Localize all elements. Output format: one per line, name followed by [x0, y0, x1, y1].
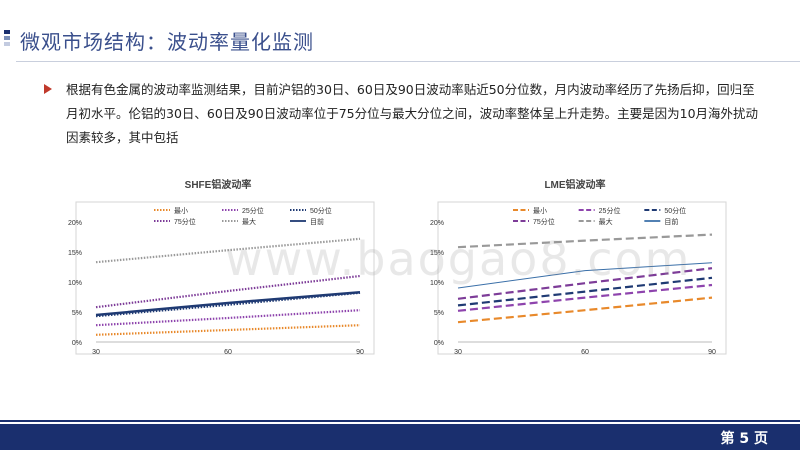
lme-ytick-label: 10%	[430, 280, 444, 287]
lme-plot-frame	[437, 201, 727, 355]
arrow-bullet-icon	[44, 84, 52, 94]
lme-series-line	[457, 267, 713, 300]
title-accent	[4, 30, 10, 48]
lme-series-line	[457, 262, 713, 289]
footer-bar: 第 5 页	[0, 424, 800, 450]
shfe-xtick-label: 60	[224, 349, 232, 356]
lme-legend-label: 最大	[599, 217, 613, 226]
shfe-title: SHFE铝波动率	[185, 178, 252, 191]
footer-rule	[0, 420, 800, 422]
lme-ytick-label: 20%	[430, 220, 444, 227]
shfe-legend-label: 最大	[242, 217, 256, 226]
lme-series-line	[457, 283, 713, 312]
title-bar: 微观市场结构：波动率量化监测	[0, 18, 800, 62]
lme-ytick-label: 0%	[434, 340, 444, 347]
shfe-legend-label: 25分位	[242, 206, 264, 215]
lme-legend-label: 25分位	[599, 206, 621, 215]
lme-volatility-chart: LME铝波动率 0% 5% 10% 15% 20% 30 60 90 最小 25分位 50分位 75分位…	[430, 178, 727, 356]
lme-title: LME铝波动率	[544, 178, 605, 191]
shfe-plot-frame	[75, 201, 375, 355]
lme-ytick-label: 15%	[430, 250, 444, 257]
shfe-series-line	[95, 274, 361, 309]
bullet-paragraph: 根据有色金属的波动率监测结果，目前沪铝的30日、60日及90日波动率贴近50分位…	[44, 78, 764, 150]
shfe-ytick-label: 5%	[72, 310, 82, 317]
lme-ytick-label: 5%	[434, 310, 444, 317]
lme-xtick-label: 60	[581, 349, 589, 356]
shfe-series-line	[95, 324, 361, 336]
shfe-ytick-label: 0%	[72, 340, 82, 347]
lme-xtick-label: 30	[454, 349, 462, 356]
shfe-ytick-label: 10%	[68, 280, 82, 287]
shfe-series-line	[95, 309, 361, 327]
lme-xtick-label: 90	[708, 349, 716, 356]
lme-legend-label: 最小	[533, 206, 547, 215]
shfe-series-line	[95, 237, 361, 264]
shfe-xtick-label: 90	[356, 349, 364, 356]
shfe-legend-label: 50分位	[310, 206, 332, 215]
shfe-volatility-chart: SHFE铝波动率 0% 5% 10% 15% 20% 30 60 90 最小 25分位 50分位 75分…	[68, 178, 375, 356]
shfe-series-line	[95, 290, 361, 317]
lme-legend-label: 目前	[664, 217, 678, 226]
lme-legend-label: 75分位	[533, 217, 555, 226]
lme-legend-label: 50分位	[664, 206, 686, 215]
page-number: 第 5 页	[720, 431, 769, 447]
shfe-xtick-label: 30	[92, 349, 100, 356]
page-title: 微观市场结构：波动率量化监测	[20, 30, 314, 54]
bullet-text: 根据有色金属的波动率监测结果，目前沪铝的30日、60日及90日波动率贴近50分位…	[66, 82, 759, 145]
lme-series-line	[457, 296, 713, 324]
lme-series-line	[457, 276, 713, 307]
title-divider	[16, 61, 800, 62]
shfe-ytick-label: 15%	[68, 250, 82, 257]
shfe-series-line	[95, 291, 361, 318]
shfe-legend-label: 目前	[310, 217, 324, 226]
shfe-legend-label: 最小	[174, 206, 188, 215]
shfe-legend-label: 75分位	[174, 217, 196, 226]
shfe-ytick-label: 20%	[68, 220, 82, 227]
lme-series-line	[457, 233, 713, 249]
